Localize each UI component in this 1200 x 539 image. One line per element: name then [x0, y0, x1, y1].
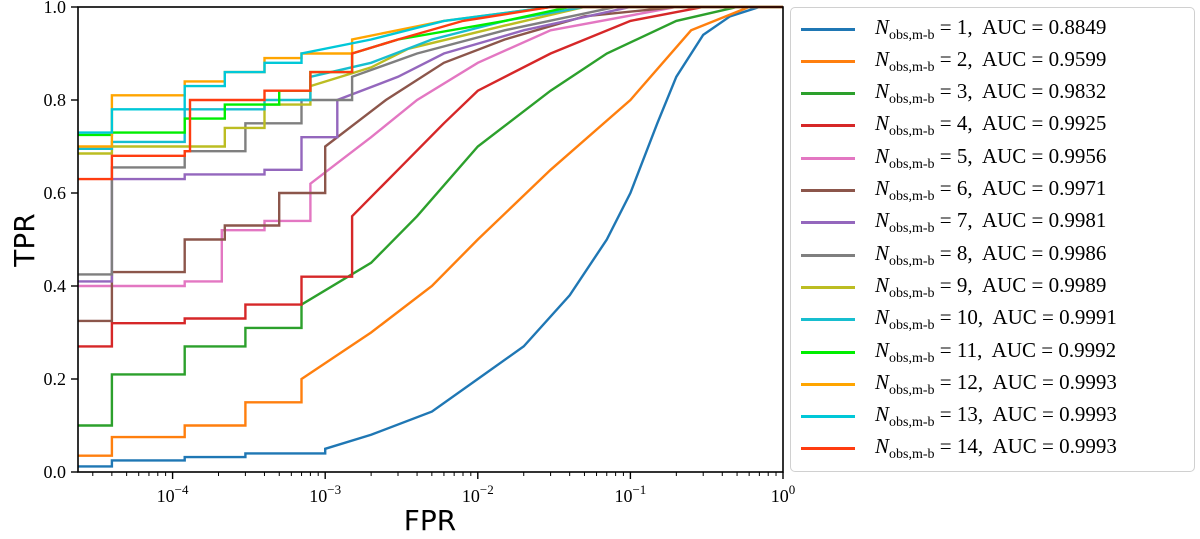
x-tick-label: 10−2 — [462, 482, 494, 506]
legend-label: Nobs,m-b = 2, AUC = 0.9599 — [875, 46, 1107, 75]
legend-label: Nobs,m-b = 10, AUC = 0.9991 — [875, 305, 1117, 334]
legend-line-swatch — [801, 382, 855, 386]
legend-line-swatch — [801, 189, 855, 192]
legend-entry-n2: Nobs,m-b = 2, AUC = 0.9599 — [791, 46, 1106, 76]
y-tick-label: 0.4 — [44, 276, 67, 296]
legend-label: Nobs,m-b = 8, AUC = 0.9986 — [875, 240, 1107, 269]
roc-curve-n13 — [78, 5, 783, 134]
x-tick-label: 10−1 — [614, 482, 646, 506]
y-axis-ticks: 0.0 0.2 0.4 0.6 0.8 1.0 — [44, 0, 78, 482]
legend-entry-n14: Nobs,m-b = 14, AUC = 0.9993 — [791, 434, 1117, 464]
curves-layer — [78, 5, 783, 468]
y-axis-label: TPR — [8, 213, 41, 267]
legend-label: Nobs,m-b = 11, AUC = 0.9992 — [875, 337, 1117, 366]
legend-entry-n5: Nobs,m-b = 5, AUC = 0.9956 — [791, 143, 1106, 173]
legend-entry-n4: Nobs,m-b = 4, AUC = 0.9925 — [791, 111, 1106, 141]
legend-entry-n8: Nobs,m-b = 8, AUC = 0.9986 — [791, 240, 1106, 270]
legend-entry-n7: Nobs,m-b = 7, AUC = 0.9981 — [791, 208, 1106, 238]
legend-label: Nobs,m-b = 7, AUC = 0.9981 — [875, 208, 1107, 237]
legend-entry-n6: Nobs,m-b = 6, AUC = 0.9971 — [791, 176, 1106, 206]
legend-line-swatch — [801, 447, 855, 451]
y-tick-label: 0.6 — [44, 183, 67, 203]
legend-label: Nobs,m-b = 4, AUC = 0.9925 — [875, 111, 1107, 140]
legend-label: Nobs,m-b = 12, AUC = 0.9993 — [875, 369, 1117, 398]
legend-entry-n13: Nobs,m-b = 13, AUC = 0.9993 — [791, 402, 1117, 432]
x-tick-label: 10−4 — [157, 482, 189, 506]
legend: Nobs,m-b = 1, AUC = 0.8849 Nobs,m-b = 2, … — [790, 7, 1195, 472]
legend-label: Nobs,m-b = 1, AUC = 0.8849 — [875, 14, 1107, 43]
legend-label: Nobs,m-b = 13, AUC = 0.9993 — [875, 402, 1117, 431]
y-tick-label: 0.2 — [44, 369, 67, 389]
plot-frame — [77, 6, 784, 473]
x-tick-label: 100 — [771, 482, 796, 506]
x-axis-label: FPR — [404, 504, 456, 537]
legend-entry-n3: Nobs,m-b = 3, AUC = 0.9832 — [791, 79, 1106, 109]
roc-curve-n8 — [78, 5, 783, 276]
legend-entry-n11: Nobs,m-b = 11, AUC = 0.9992 — [791, 337, 1116, 367]
legend-line-swatch — [801, 59, 855, 63]
legend-line-swatch — [801, 156, 855, 160]
legend-entry-n1: Nobs,m-b = 1, AUC = 0.8849 — [791, 14, 1106, 44]
legend-line-swatch — [801, 318, 855, 322]
roc-curve-n5 — [78, 5, 783, 288]
roc-curve-n1 — [78, 5, 783, 468]
legend-label: Nobs,m-b = 9, AUC = 0.9989 — [875, 272, 1107, 301]
roc-curve-n7 — [78, 5, 783, 283]
roc-curve-n9 — [78, 5, 783, 155]
x-axis-ticks: 10−4 10−3 10−2 10−1 100 — [92, 472, 796, 506]
legend-label: Nobs,m-b = 5, AUC = 0.9956 — [875, 143, 1107, 172]
legend-label: Nobs,m-b = 3, AUC = 0.9832 — [875, 79, 1107, 108]
y-tick-label: 0.8 — [44, 90, 67, 110]
roc-curve-n4 — [78, 5, 783, 348]
roc-curve-n2 — [78, 5, 783, 457]
x-tick-label: 10−3 — [309, 482, 341, 506]
legend-line-swatch — [801, 124, 855, 128]
legend-entry-n10: Nobs,m-b = 10, AUC = 0.9991 — [791, 305, 1117, 335]
legend-line-swatch — [801, 415, 855, 419]
legend-line-swatch — [801, 92, 855, 96]
legend-line-swatch — [801, 350, 855, 354]
legend-line-swatch — [801, 285, 855, 289]
roc-curve-n14 — [78, 5, 783, 181]
y-tick-label: 1.0 — [44, 0, 67, 17]
legend-line-swatch — [801, 221, 855, 225]
legend-entry-n9: Nobs,m-b = 9, AUC = 0.9989 — [791, 272, 1106, 302]
roc-curve-n6 — [78, 5, 783, 323]
roc-curve-n3 — [78, 5, 783, 427]
legend-label: Nobs,m-b = 6, AUC = 0.9971 — [875, 176, 1107, 204]
y-tick-label: 0.0 — [44, 462, 67, 482]
legend-entry-n12: Nobs,m-b = 12, AUC = 0.9993 — [791, 369, 1117, 399]
legend-line-swatch — [801, 27, 855, 31]
legend-label: Nobs,m-b = 14, AUC = 0.9993 — [875, 434, 1117, 463]
legend-line-swatch — [801, 253, 855, 257]
